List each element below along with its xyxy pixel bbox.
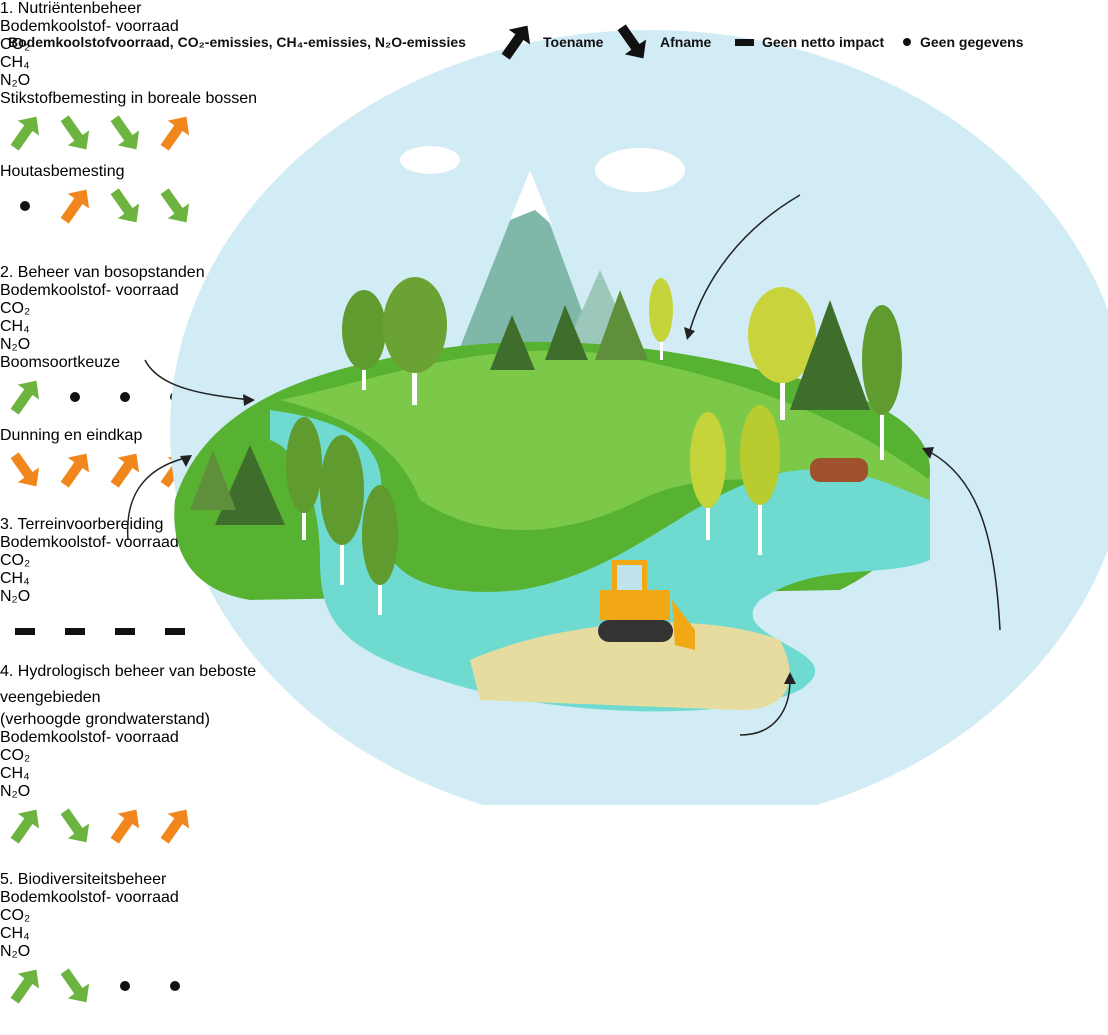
arrow-shape <box>54 964 97 1010</box>
legend-item: Afname <box>660 34 711 50</box>
trend-up-arrow <box>154 802 197 848</box>
no-data <box>170 981 180 991</box>
legend-title: Bodemkoolstofvoorraad, CO₂-emissies, CH₄… <box>8 34 466 50</box>
arrow-shape <box>4 962 47 1008</box>
trend-up-arrow <box>4 962 47 1008</box>
page: Bodemkoolstofvoorraad, CO₂-emissies, CH₄… <box>0 0 1108 805</box>
trend-up-arrow <box>4 802 47 848</box>
legend-item: Geen netto impact <box>762 34 884 50</box>
landscape <box>0 0 1108 805</box>
effect-icon <box>100 801 150 851</box>
effect-icon <box>150 801 200 851</box>
arrow-shape <box>54 804 97 850</box>
trend-down-arrow <box>54 804 97 850</box>
column-header: N₂O <box>0 943 278 961</box>
arrow-shape <box>154 802 197 848</box>
effect-icon <box>50 961 100 1011</box>
column-header: Bodemkoolstof- voorraad <box>0 889 278 907</box>
no-data <box>120 981 130 991</box>
arrow-shape <box>4 802 47 848</box>
effect-icon <box>150 961 200 1011</box>
legend-item: Toename <box>543 34 603 50</box>
effect-icon <box>100 961 150 1011</box>
panel-title: 5. Biodiversiteitsbeheer <box>0 871 278 889</box>
arrow-shape <box>104 802 147 848</box>
trend-down-arrow <box>54 964 97 1010</box>
legend-item: Geen gegevens <box>920 34 1024 50</box>
column-header: CO₂ <box>0 907 278 925</box>
trend-up-arrow <box>104 802 147 848</box>
effect-icon <box>50 801 100 851</box>
effect-icon <box>0 801 50 851</box>
column-header: CH₄ <box>0 925 278 943</box>
effect-icon <box>0 961 50 1011</box>
